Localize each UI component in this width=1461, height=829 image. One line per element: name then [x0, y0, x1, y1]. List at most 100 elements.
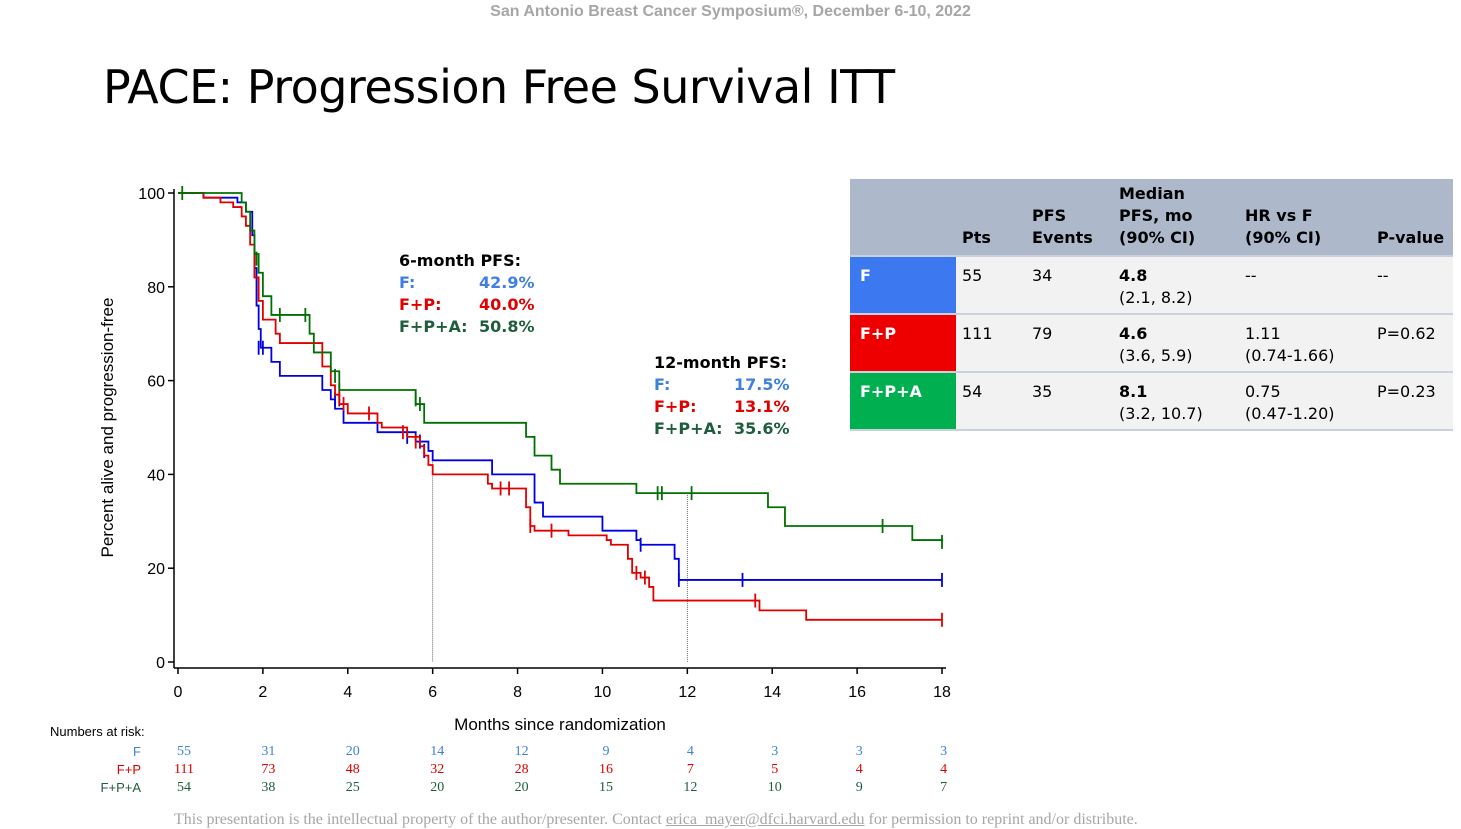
risk-count: 3 [940, 744, 948, 759]
summary-header-row: Pts PFS Events Median PFS, mo (90% CI) HR v… [850, 179, 1453, 257]
pvalue-cell: -- [1371, 256, 1453, 315]
summary-row: F+P+A 54 35 8.1 (3.2, 10.7) 0.75 (0.47-1.20) P=… [850, 372, 1453, 431]
km-curve-fpp [178, 192, 942, 621]
arm-cell: F+P [850, 314, 956, 373]
km-curve-f [178, 192, 942, 581]
risk-count: 7 [940, 780, 948, 795]
pvalue-cell: P=0.62 [1371, 314, 1453, 373]
x-tick-label: 6 [428, 684, 437, 701]
risk-count: 10 [767, 780, 782, 795]
pvalue-cell-value: P=0.62 [1377, 324, 1436, 343]
events-cell-value: 34 [1032, 266, 1053, 285]
footer-text-before: This presentation is the intellectual pr… [174, 811, 662, 828]
pts-cell: 55 [956, 256, 1026, 315]
risk-count: 5 [771, 762, 779, 777]
risk-row-label: F+P [116, 762, 141, 777]
pfs12-label: F+P: [654, 397, 697, 416]
events-cell: 35 [1026, 372, 1113, 431]
pfs6-value: 50.8% [479, 317, 535, 336]
hr-cell-value: 0.75 [1245, 382, 1281, 401]
median-cell: 8.1 (3.2, 10.7) [1113, 372, 1239, 431]
x-tick-label: 8 [513, 684, 522, 701]
header-pts: Pts [956, 179, 1026, 257]
y-axis-label: Percent alive and progression-free [98, 298, 117, 558]
y-tick-label: 80 [147, 280, 165, 297]
footer-email-link[interactable]: erica_mayer@dfci.harvard.edu [665, 811, 865, 828]
risk-count: 48 [345, 762, 360, 777]
risk-count: 20 [345, 744, 360, 759]
risk-count: 54 [177, 780, 191, 795]
x-axis-label: Months since randomization [454, 715, 666, 734]
events-cell-value: 35 [1032, 382, 1053, 401]
pfs6-row: F+P: 40.0% [399, 294, 535, 316]
risk-count: 38 [261, 780, 276, 795]
pvalue-cell-value: P=0.23 [1377, 382, 1436, 401]
hr-cell-ci: (0.74-1.66) [1245, 346, 1335, 365]
risk-count: 12 [514, 744, 529, 759]
median-cell-value: 4.8 [1119, 266, 1148, 285]
risk-title: Numbers at risk: [50, 724, 145, 739]
header-events: PFS Events [1026, 179, 1113, 257]
pts-cell-value: 55 [962, 266, 983, 285]
events-cell-value: 79 [1032, 324, 1053, 343]
hr-cell: 0.75 (0.47-1.20) [1239, 372, 1371, 431]
risk-count: 16 [599, 762, 613, 777]
pfs6-box: 6-month PFS: F: 42.9% F+P: 40.0% F+P+A: 50.8% [399, 250, 535, 338]
pfs6-value: 40.0% [479, 295, 535, 314]
x-tick-label: 14 [763, 684, 781, 701]
pfs6-value: 42.9% [479, 273, 535, 292]
y-tick-label: 60 [147, 374, 165, 391]
x-tick-label: 2 [258, 684, 267, 701]
risk-count: 25 [345, 780, 360, 795]
risk-count: 14 [430, 744, 445, 759]
x-tick-label: 0 [174, 684, 183, 701]
median-cell-value: 8.1 [1119, 382, 1148, 401]
hr-cell-value: -- [1245, 266, 1257, 285]
risk-count: 12 [683, 780, 698, 795]
y-tick-label: 100 [138, 186, 165, 203]
x-tick-label: 10 [594, 684, 612, 701]
pfs6-heading: 6-month PFS: [399, 251, 522, 270]
risk-count: 4 [855, 762, 863, 777]
hr-cell: 1.11 (0.74-1.66) [1239, 314, 1371, 373]
pfs12-box: 12-month PFS: F: 17.5% F+P: 13.1% F+P+A: 35.6… [654, 352, 790, 440]
risk-count: 4 [686, 744, 694, 759]
x-tick-label: 16 [848, 684, 866, 701]
pfs12-label: F: [654, 375, 671, 394]
header-arm [850, 179, 956, 257]
summary-row: F+P 111 79 4.6 (3.6, 5.9) 1.11 (0.74-1.66) P=0.… [850, 314, 1453, 373]
risk-count: 111 [174, 762, 194, 777]
median-cell-ci: (3.6, 5.9) [1119, 346, 1193, 365]
conference-header: San Antonio Breast Cancer Symposium®, De… [490, 3, 971, 20]
pfs6-label: F+P: [399, 295, 442, 314]
risk-count: 28 [514, 762, 529, 777]
pfs12-row: F+P+A: 35.6% [654, 418, 790, 440]
median-cell: 4.8 (2.1, 8.2) [1113, 256, 1239, 315]
hr-cell: -- [1239, 256, 1371, 315]
risk-count: 3 [771, 744, 779, 759]
risk-row-label: F [133, 744, 141, 759]
risk-row-label: F+P+A [100, 780, 141, 795]
y-tick-label: 0 [156, 655, 165, 672]
x-tick-label: 4 [343, 684, 352, 701]
pts-cell: 111 [956, 314, 1026, 373]
median-cell-ci: (3.2, 10.7) [1119, 404, 1203, 423]
footer: This presentation is the intellectual pr… [174, 811, 1138, 829]
risk-count: 3 [855, 744, 863, 759]
hr-cell-value: 1.11 [1245, 324, 1281, 343]
header-median: Median PFS, mo (90% CI) [1113, 179, 1239, 257]
risk-count: 15 [599, 780, 613, 795]
y-tick-label: 40 [147, 467, 165, 484]
risk-count: 31 [261, 744, 276, 759]
slide-title: PACE: Progression Free Survival ITT [103, 60, 895, 114]
km-curve-fpppa [178, 192, 943, 542]
events-cell: 79 [1026, 314, 1113, 373]
pfs12-label: F+P+A: [654, 419, 723, 438]
risk-count: 4 [940, 762, 948, 777]
risk-count: 20 [514, 780, 529, 795]
risk-count: 20 [430, 780, 445, 795]
pfs12-row: F: 17.5% [654, 374, 790, 396]
pvalue-cell-value: -- [1377, 266, 1389, 285]
arm-cell: F [850, 256, 956, 315]
